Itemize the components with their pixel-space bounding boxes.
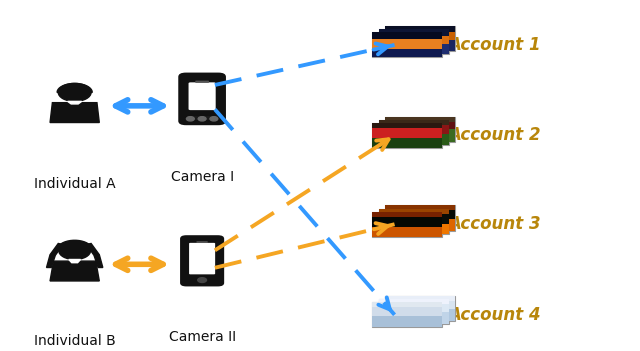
Bar	[385, 301, 455, 309]
Bar	[372, 307, 442, 316]
Bar	[379, 214, 449, 224]
Text: Individual A: Individual A	[34, 177, 115, 191]
Bar	[385, 205, 455, 211]
Bar	[372, 32, 442, 39]
Bar	[379, 304, 449, 312]
Bar	[385, 219, 455, 231]
Bar	[385, 122, 455, 129]
Bar	[379, 29, 449, 35]
Bar	[372, 128, 442, 138]
Bar	[379, 125, 449, 134]
FancyBboxPatch shape	[196, 241, 208, 243]
Circle shape	[210, 117, 218, 121]
Bar	[385, 309, 455, 321]
FancyBboxPatch shape	[379, 120, 449, 145]
Bar	[385, 296, 455, 301]
Bar	[385, 32, 455, 40]
Text: Account 4: Account 4	[448, 306, 541, 324]
Bar	[379, 224, 449, 234]
Polygon shape	[57, 84, 92, 92]
FancyBboxPatch shape	[379, 208, 449, 234]
Circle shape	[59, 242, 90, 259]
FancyBboxPatch shape	[385, 296, 455, 321]
FancyBboxPatch shape	[372, 32, 442, 58]
Circle shape	[186, 117, 195, 121]
Bar	[385, 26, 455, 32]
Polygon shape	[50, 261, 99, 281]
FancyBboxPatch shape	[189, 243, 215, 274]
Polygon shape	[57, 240, 92, 251]
Bar	[372, 123, 442, 128]
Polygon shape	[86, 244, 103, 267]
Bar	[385, 40, 455, 51]
FancyBboxPatch shape	[372, 212, 442, 237]
Bar	[372, 227, 442, 237]
Text: Account 1: Account 1	[448, 36, 541, 54]
Polygon shape	[68, 101, 82, 104]
Text: Individual B: Individual B	[34, 334, 116, 348]
Bar	[379, 208, 449, 214]
FancyBboxPatch shape	[379, 299, 449, 324]
Circle shape	[198, 117, 206, 121]
Text: Account 2: Account 2	[448, 126, 541, 145]
Bar	[379, 44, 449, 54]
Polygon shape	[50, 102, 99, 122]
Polygon shape	[47, 244, 63, 267]
Polygon shape	[69, 259, 81, 263]
FancyBboxPatch shape	[189, 82, 216, 110]
Bar	[372, 49, 442, 58]
Bar	[379, 35, 449, 44]
FancyBboxPatch shape	[385, 117, 455, 142]
Bar	[372, 316, 442, 327]
Bar	[379, 299, 449, 304]
Bar	[385, 117, 455, 122]
Bar	[372, 217, 442, 227]
Bar	[385, 211, 455, 219]
FancyBboxPatch shape	[180, 235, 224, 286]
FancyBboxPatch shape	[385, 205, 455, 231]
Bar	[379, 134, 449, 145]
FancyBboxPatch shape	[179, 73, 226, 125]
FancyBboxPatch shape	[195, 81, 209, 83]
Bar	[372, 138, 442, 148]
Bar	[372, 39, 442, 49]
Bar	[385, 129, 455, 142]
Bar	[379, 312, 449, 324]
Bar	[372, 302, 442, 307]
FancyBboxPatch shape	[385, 26, 455, 51]
Text: Camera I: Camera I	[170, 170, 234, 184]
Text: Camera II: Camera II	[168, 330, 236, 344]
FancyBboxPatch shape	[187, 116, 217, 120]
FancyBboxPatch shape	[372, 302, 442, 327]
FancyBboxPatch shape	[379, 29, 449, 54]
Text: Account 3: Account 3	[448, 215, 541, 233]
Bar	[372, 212, 442, 217]
Bar	[379, 120, 449, 125]
Circle shape	[198, 278, 207, 283]
FancyBboxPatch shape	[372, 123, 442, 148]
Circle shape	[58, 84, 91, 101]
